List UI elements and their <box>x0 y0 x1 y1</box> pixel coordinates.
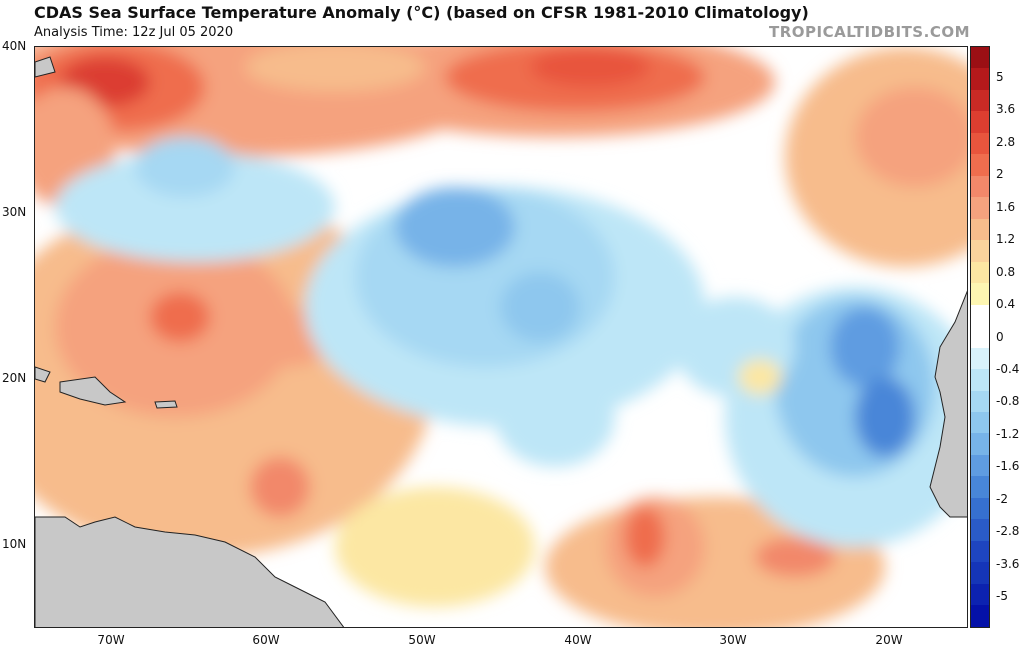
lon-label-40w: 40W <box>564 633 592 647</box>
colorbar-segment <box>971 111 989 133</box>
colorbar-segment <box>971 132 989 155</box>
colorbar-label: 2.8 <box>996 134 1016 149</box>
colorbar-segment <box>971 411 989 434</box>
map-title: CDAS Sea Surface Temperature Anomaly (°C… <box>34 3 809 22</box>
colorbar-segment <box>971 583 989 606</box>
colorbar-segment <box>971 347 989 370</box>
south-america <box>35 516 345 627</box>
colorbar-label: 0 <box>996 329 1004 344</box>
colorbar-label: -2 <box>996 491 1008 506</box>
colorbar-segment <box>971 369 989 391</box>
colorbar-label: -0.8 <box>996 394 1020 409</box>
colorbar-label: 1.2 <box>996 232 1016 247</box>
lon-label-70w: 70W <box>97 633 125 647</box>
land-masses <box>35 56 967 627</box>
colorbar-segment <box>971 304 989 327</box>
colorbar-label: -1.6 <box>996 459 1020 474</box>
north-america-edge <box>35 56 56 78</box>
colorbar-segment <box>971 390 989 412</box>
lat-label-10n: 10N <box>2 537 27 551</box>
colorbar-segment <box>971 476 989 498</box>
colorbar <box>970 46 990 628</box>
colorbar-segment <box>971 605 989 627</box>
colorbar-label: 3.6 <box>996 102 1016 117</box>
colorbar-segment <box>971 47 989 69</box>
colorbar-segment <box>971 154 989 176</box>
colorbar-segment <box>971 240 989 262</box>
africa <box>929 290 967 518</box>
colorbar-label: -3.6 <box>996 556 1020 571</box>
colorbar-label: -1.2 <box>996 426 1020 441</box>
colorbar-label: 1.6 <box>996 199 1016 214</box>
colorbar-label: -5 <box>996 589 1008 603</box>
sst-anomaly-map <box>34 46 968 628</box>
anomaly-field <box>35 47 967 627</box>
map-canvas <box>35 47 967 627</box>
colorbar-segment <box>971 326 989 348</box>
colorbar-label: -0.4 <box>996 361 1020 376</box>
colorbar-segment <box>971 283 989 305</box>
cuba-edge <box>35 366 51 383</box>
brand-watermark: TROPICALTIDBITS.COM <box>769 23 970 41</box>
colorbar-segment <box>971 89 989 112</box>
colorbar-segment <box>971 540 989 563</box>
colorbar-segment <box>971 175 989 198</box>
colorbar-segment <box>971 68 989 90</box>
hispaniola <box>59 376 127 406</box>
analysis-time: Analysis Time: 12z Jul 05 2020 <box>34 25 234 40</box>
colorbar-label: 0.4 <box>996 297 1016 312</box>
lat-label-40n: 40N <box>2 39 27 53</box>
colorbar-label: 5 <box>996 70 1004 84</box>
colorbar-label: -2.8 <box>996 524 1020 539</box>
lon-label-60w: 60W <box>252 633 280 647</box>
colorbar-label: 2 <box>996 167 1004 182</box>
colorbar-segment <box>971 562 989 584</box>
lat-label-20n: 20N <box>2 371 27 385</box>
colorbar-segment <box>971 433 989 455</box>
colorbar-segment <box>971 218 989 241</box>
colorbar-segment <box>971 261 989 284</box>
colorbar-segment <box>971 519 989 541</box>
colorbar-segment <box>971 197 989 219</box>
colorbar-segment <box>971 454 989 477</box>
puerto-rico <box>154 400 178 409</box>
lon-label-20w: 20W <box>875 633 903 647</box>
lon-label-30w: 30W <box>719 633 747 647</box>
colorbar-label: 0.8 <box>996 264 1016 279</box>
colorbar-segment <box>971 497 989 520</box>
lon-label-50w: 50W <box>408 633 436 647</box>
lat-label-30n: 30N <box>2 205 27 219</box>
